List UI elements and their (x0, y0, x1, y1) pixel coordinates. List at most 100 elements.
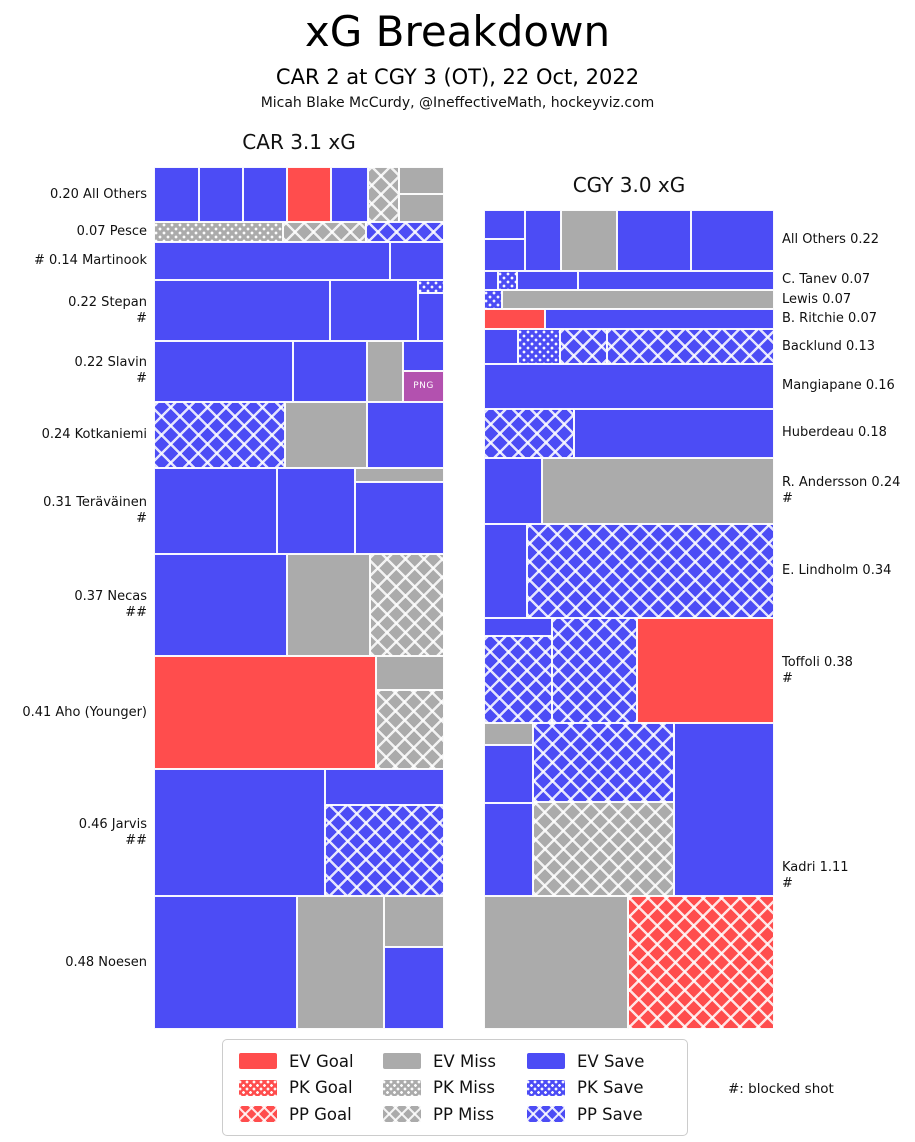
shot-block-pp-save (484, 408, 574, 459)
shot-block-ev-save (154, 468, 277, 554)
shot-block-ev-save (276, 468, 355, 554)
shot-block-ev-save (573, 408, 774, 459)
shot-block-ev-save (154, 553, 288, 656)
legend-label: EV Goal (289, 1051, 354, 1071)
mosaic-row-r-andersson (484, 458, 774, 525)
legend-swatch-pk-miss (383, 1079, 421, 1096)
shot-block-pp-miss (376, 689, 444, 770)
mosaic-row-stepan (154, 280, 444, 342)
shot-block-ev-miss (285, 401, 367, 469)
shot-block-pp-save (526, 524, 774, 619)
mosaic-row-aho-younger- (154, 656, 444, 770)
shot-block-ev-save (577, 270, 774, 290)
shot-block-ev-save (484, 270, 498, 290)
shot-block-ev-save (544, 309, 774, 329)
shot-block-ev-goal (637, 618, 774, 723)
legend-item-pk-goal: PK Goal (239, 1078, 383, 1097)
shot-block-ev-save (484, 239, 525, 271)
shot-block-ev-save (243, 167, 288, 223)
mosaic-row-ter-v-inen (154, 468, 444, 554)
row-label-c-tanev: C. Tanev 0.07 (782, 272, 871, 288)
shot-block-ev-save (198, 167, 244, 223)
shot-block-pp-save (365, 222, 444, 242)
mosaic-row-necas (154, 553, 444, 656)
shot-block-ev-miss (484, 896, 629, 1029)
shot-block-pk-save (517, 328, 560, 365)
row-label-noesen: 0.48 Noesen (65, 954, 147, 970)
shot-block-ev-save (484, 524, 527, 619)
mosaic-row-kadri (484, 722, 774, 1029)
mosaic-row-lewis (484, 289, 774, 310)
legend-label: PK Goal (289, 1078, 353, 1097)
shot-block-pp-save (606, 328, 774, 365)
shot-block-pk-save (497, 270, 518, 290)
shot-block-ev-save (484, 745, 533, 804)
shot-block-ev-save (517, 270, 578, 290)
shot-block-ev-save (154, 341, 293, 402)
shot-block-pp-miss (533, 801, 674, 897)
mosaic-row-martinook (154, 241, 444, 281)
mosaic-row-huberdeau (484, 408, 774, 459)
shot-block-ev-miss (383, 896, 444, 947)
legend-label: PP Goal (289, 1104, 352, 1124)
row-label-huberdeau: Huberdeau 0.18 (782, 425, 887, 441)
legend-swatch-pk-save (527, 1079, 565, 1096)
row-label-aho-younger-: 0.41 Aho (Younger) (22, 704, 147, 720)
png-export-button[interactable]: PNG (403, 370, 444, 402)
shot-block-ev-goal (287, 167, 331, 223)
shot-block-ev-goal (484, 309, 545, 329)
row-label-ter-v-inen: 0.31 Teräväinen # (43, 494, 147, 526)
shot-block-ev-miss (287, 553, 371, 656)
mosaic-row-c-tanev (484, 270, 774, 290)
shot-block-pp-goal (628, 896, 774, 1029)
page-title: xG Breakdown (304, 7, 611, 56)
legend-item-pk-save: PK Save (527, 1078, 671, 1097)
shot-block-ev-save (484, 364, 774, 409)
legend-label: PP Miss (433, 1104, 495, 1124)
shot-block-ev-save (330, 167, 368, 223)
mosaic-row-slavin: PNG (154, 341, 444, 402)
shot-block-ev-save (325, 769, 444, 805)
legend-item-pp-goal: PP Goal (239, 1105, 383, 1124)
shot-block-ev-save (366, 401, 444, 469)
shot-block-ev-save (403, 341, 444, 371)
shot-block-ev-save (673, 722, 774, 897)
row-label-necas: 0.37 Necas ## (74, 588, 147, 620)
shot-block-ev-save (484, 210, 525, 240)
shot-block-pp-save (484, 635, 552, 723)
shot-block-pp-save (325, 804, 444, 897)
shot-block-ev-miss (484, 722, 533, 746)
shot-block-pp-save (551, 618, 638, 723)
mosaic-row-toffoli (484, 618, 774, 723)
legend-swatch-ev-miss (383, 1053, 421, 1069)
shot-block-pp-save (559, 328, 607, 365)
row-label-all-others: 0.20 All Others (49, 186, 147, 202)
legend-item-pp-miss: PP Miss (383, 1105, 527, 1124)
game-subtitle: CAR 2 at CGY 3 (OT), 22 Oct, 2022 (275, 65, 640, 89)
shot-block-ev-miss (561, 210, 618, 271)
legend-swatch-ev-save (527, 1053, 565, 1069)
shot-block-ev-miss (376, 656, 444, 690)
row-label-jarvis: 0.46 Jarvis ## (78, 816, 147, 848)
row-label-backlund: Backlund 0.13 (782, 338, 875, 354)
shot-block-pp-miss (370, 553, 444, 656)
shot-block-ev-save (484, 458, 542, 525)
shot-block-ev-save (484, 803, 533, 897)
row-label-lewis: Lewis 0.07 (782, 291, 852, 307)
legend-item-ev-miss: EV Miss (383, 1052, 527, 1071)
row-label-pesce: 0.07 Pesce (76, 223, 147, 239)
legend-label: EV Miss (433, 1051, 496, 1071)
chart-title-car: CAR 3.1 xG (242, 130, 356, 154)
shot-block-ev-miss (354, 468, 444, 482)
shot-block-ev-save (154, 280, 331, 342)
shot-block-pp-miss (283, 222, 366, 242)
row-label-mangiapane: Mangiapane 0.16 (782, 378, 895, 394)
shot-block-pk-save (417, 280, 444, 294)
mosaic-row-all-others (154, 167, 444, 223)
shot-block-ev-save (617, 210, 692, 271)
mosaic-chart-cgy (484, 210, 774, 1029)
shot-block-ev-miss (366, 341, 404, 402)
row-label-kadri: Kadri 1.11 # (782, 859, 849, 891)
shot-block-ev-save (154, 769, 326, 897)
